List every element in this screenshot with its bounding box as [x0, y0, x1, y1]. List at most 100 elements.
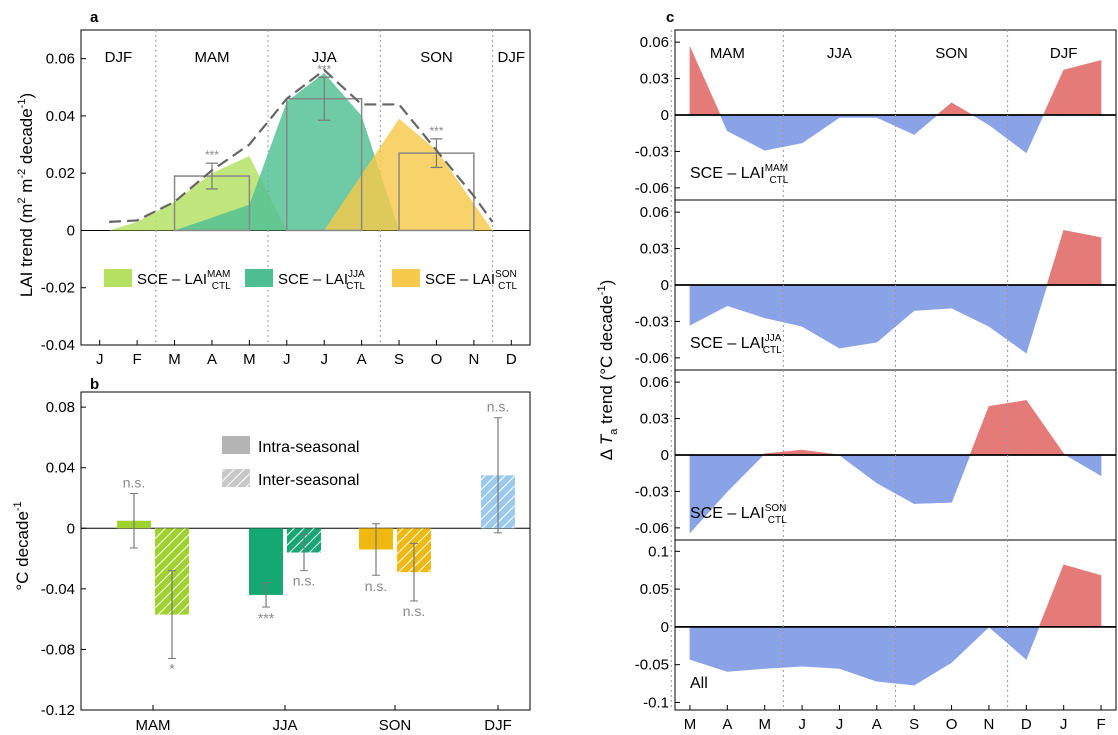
panel-a-season-label: SON — [420, 49, 453, 66]
panel-a-ytick-label: 0.04 — [46, 108, 75, 125]
panel-c-subpanel-label: SCE – LAISON CTL — [690, 503, 787, 526]
panel-b-significance: n.s. — [403, 603, 426, 619]
panel-c-ytick-label: -0.03 — [635, 143, 669, 160]
panel-a-total-dashed-line — [109, 68, 494, 223]
panel-a-significance: *** — [429, 124, 443, 138]
panel-c-ytick-label: -0.06 — [635, 180, 669, 197]
panel-b-significance: n.s. — [365, 578, 388, 594]
panel-b-ytick-label: -0.08 — [41, 641, 75, 658]
panel-c-subpanel-label: SCE – LAIJJA CTL — [690, 333, 782, 356]
panel-b-ytick-label: 0 — [67, 520, 75, 537]
panel-b-xtick-label: MAM — [136, 717, 171, 734]
panel-b-significance: n.s. — [123, 474, 146, 490]
panel-c-ytick-label: 0 — [661, 107, 669, 124]
panel-c-negative-area — [951, 284, 990, 327]
panel-a: DJF MAM JJA SON DJF*********-0.04-0.0200.020… — [41, 29, 531, 368]
panel-a-xtick-label: D — [506, 351, 517, 368]
panel-c-xtick-label: J — [798, 716, 806, 733]
panel-a-xtick-label: F — [133, 351, 142, 368]
panel-c-positive-area — [1026, 399, 1064, 456]
panel-c-negative-area — [839, 284, 878, 349]
panel-c-ytick-label: 0 — [661, 447, 669, 464]
panel-c-ytick-label: 0.03 — [640, 411, 669, 428]
panel-c-ytick-label: 0.05 — [640, 581, 669, 598]
panel-b-ytick-label: -0.12 — [41, 702, 75, 719]
panel-c-positive-area — [1063, 229, 1102, 286]
panel-c-negative-area — [727, 114, 765, 151]
panel-a-xtick-label: J — [283, 351, 291, 368]
panel-c-negative-area — [727, 284, 765, 319]
panel-a-legend-swatch — [245, 269, 273, 287]
panel-b: n.s. * MAM *** n.s. JJA n.s. n.s. SON n.s. DJF -0.1… — [41, 391, 531, 734]
panel-c-ylabel: Δ Ta trend (°C decade-1) — [596, 280, 620, 461]
panel-c-xtick-label: D — [1021, 716, 1032, 733]
panel-a-xtick-label: M — [243, 351, 256, 368]
panel-a-frame — [80, 29, 531, 346]
panel-a-ytick-label: -0.02 — [41, 280, 75, 297]
panel-c-ytick-label: -0.03 — [635, 313, 669, 330]
panel-a-xtick-label: O — [431, 351, 443, 368]
panel-a-legend-label: SCE – LAIJJA CTL — [278, 269, 365, 292]
panel-a-ytick-label: -0.04 — [41, 337, 75, 354]
panel-c-xtick-label: M — [684, 716, 697, 733]
panel-b-legend-label: Inter-seasonal — [258, 472, 359, 489]
panel-c-negative-area — [913, 284, 952, 311]
panel-c-season-label: MAM — [710, 45, 745, 62]
panel-c-negative-area — [839, 626, 878, 682]
panel-a-xtick-label: A — [357, 351, 367, 368]
panel-c-negative-area — [1026, 626, 1040, 660]
panel-b-xtick-label: JJA — [272, 717, 297, 734]
panel-c-negative-area — [1026, 284, 1048, 354]
panel-c-subpanel-label: All — [690, 675, 708, 692]
panel-c-negative-area — [689, 284, 728, 326]
panel-a-xtick-label: S — [394, 351, 404, 368]
panel-c-subpanel-label: SCE – LAIMAM CTL — [690, 163, 789, 186]
panel-c-ytick-label: 0.03 — [640, 241, 669, 258]
panel-c-negative-area — [727, 454, 765, 493]
panel-a-season-label: MAM — [194, 49, 229, 66]
panel-a-xtick-label: M — [168, 351, 181, 368]
panel-c-xtick-label: J — [836, 716, 844, 733]
panel-a-xtick-label: N — [468, 351, 479, 368]
panel-b-xtick-label: DJF — [484, 717, 512, 734]
panel-c-season-label: DJF — [1050, 45, 1078, 62]
panel-a-xtick-label: J — [96, 351, 104, 368]
panel-c-positive-area — [1046, 230, 1064, 286]
panel-c-ytick-label: 0.03 — [640, 71, 669, 88]
panel-c-negative-area — [764, 626, 803, 669]
panel-c-negative-area — [727, 626, 765, 672]
panel-b-legend-label: Intra-seasonal — [258, 439, 359, 456]
panel-c-ytick-label: 0.06 — [640, 34, 669, 51]
panel-c-positive-area — [969, 406, 990, 456]
panel-c-ytick-label: 0 — [661, 619, 669, 636]
panel-b-ytick-label: 0.04 — [46, 460, 75, 477]
panel-c-xtick-label: M — [758, 716, 771, 733]
panel-a-series-area-2 — [324, 118, 493, 231]
panel-b-frame — [80, 391, 531, 711]
panel-b-ylabel: °C decade-1 — [12, 501, 32, 590]
panel-c-ytick-label: 0.06 — [640, 204, 669, 221]
panel-c-ytick-label: -0.03 — [635, 483, 669, 500]
panel-b-significance: n.s. — [293, 573, 316, 589]
panel-a-significance: *** — [205, 148, 219, 162]
panel-c-negative-area — [801, 284, 840, 349]
panel-c-season-label: SON — [935, 45, 968, 62]
panel-c-xtick-label: F — [1096, 716, 1105, 733]
panel-c-negative-area — [913, 114, 939, 136]
panel-a-legend-swatch — [104, 269, 132, 287]
panel-c-ytick-label: -0.06 — [635, 520, 669, 537]
panel-b-legend-swatch-hatched — [222, 469, 250, 487]
panel-c-ytick-label: -0.05 — [635, 657, 669, 674]
panel-a-ytick-label: 0 — [67, 222, 75, 239]
panel-a-xtick-label: J — [320, 351, 328, 368]
panel-b-xtick-label: SON — [379, 717, 412, 734]
panel-c-negative-area — [971, 114, 990, 126]
panel-c-ytick-label: 0.1 — [648, 543, 669, 560]
panel-c-negative-area — [689, 626, 728, 672]
panel-a-ytick-label: 0.02 — [46, 165, 75, 182]
panel-a-season-label: JJA — [312, 49, 337, 66]
panel-c-xtick-label: O — [946, 716, 958, 733]
panel-a-legend-label: SCE – LAISON CTL — [425, 269, 517, 292]
panel-c-positive-area — [1042, 69, 1064, 116]
panel-a-xtick-label: A — [207, 351, 217, 368]
